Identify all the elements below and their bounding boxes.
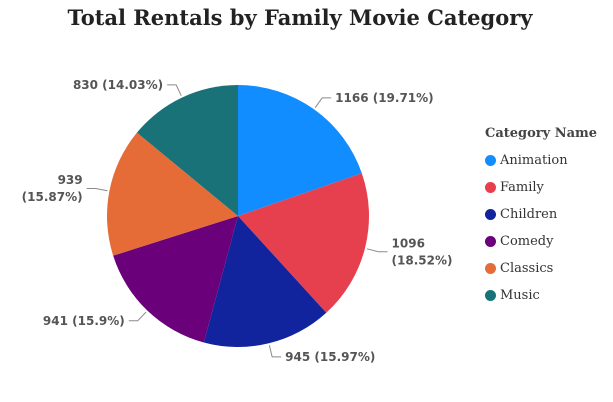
pie-slice-animation[interactable] [238,85,362,216]
leader-line [366,248,388,253]
data-label: 1166 (19.71%) [335,91,434,105]
legend-label: Comedy [500,234,554,249]
legend: Category Name Animation Family Children Com… [485,126,597,309]
legend-swatch [485,236,496,247]
data-label-line: 1166 (19.71%) [335,91,434,105]
data-label-line: (18.52%) [392,253,453,267]
pie-slice-music[interactable] [136,85,238,216]
data-labels-layer: 1166 (19.71%) 1096 (18.52%) 945 (15.97%) 941… [22,78,453,364]
legend-item-comedy[interactable]: Comedy [485,228,597,255]
legend-title: Category Name [485,126,598,141]
slices-layer [107,85,369,347]
legend-label: Children [500,207,558,222]
data-label: 941 (15.9%) [43,314,125,328]
legend-label: Family [500,180,544,195]
legend-item-classics[interactable]: Classics [485,255,597,282]
data-label-line: 945 (15.97%) [285,350,375,364]
legend-items: Animation Family Children Comedy Classics Mus… [485,147,597,309]
pie-slice-comedy[interactable] [113,216,238,343]
data-label-line: 1096 [392,236,425,250]
data-label-line: (15.87%) [22,190,83,204]
legend-swatch [485,290,496,301]
data-label: 830 (14.03%) [73,78,163,92]
data-label: 945 (15.97%) [285,350,375,364]
legend-label: Music [500,288,540,303]
leader-line [268,345,282,358]
legend-swatch [485,182,496,193]
legend-swatch [485,209,496,220]
leader-lines-layer [86,84,388,358]
pie-slice-children[interactable] [203,216,327,347]
leader-line [314,97,332,108]
pie-slice-classics[interactable] [107,132,238,256]
legend-label: Animation [500,153,568,168]
legend-item-music[interactable]: Music [485,282,597,309]
data-label-line: 939 [58,173,83,187]
legend-item-family[interactable]: Family [485,174,597,201]
leader-line [167,84,182,96]
data-label-line: 941 (15.9%) [43,314,125,328]
data-label: 939 (15.87%) [22,173,83,204]
legend-item-animation[interactable]: Animation [485,147,597,174]
legend-label: Classics [500,261,554,276]
legend-swatch [485,263,496,274]
pie-slice-family[interactable] [238,173,369,313]
data-label: 1096 (18.52%) [392,236,453,267]
chart-title: Total Rentals by Family Movie Category [67,5,533,30]
legend-item-children[interactable]: Children [485,201,597,228]
leader-line [128,311,147,322]
leader-line [86,187,108,192]
legend-swatch [485,155,496,166]
data-label-line: 830 (14.03%) [73,78,163,92]
